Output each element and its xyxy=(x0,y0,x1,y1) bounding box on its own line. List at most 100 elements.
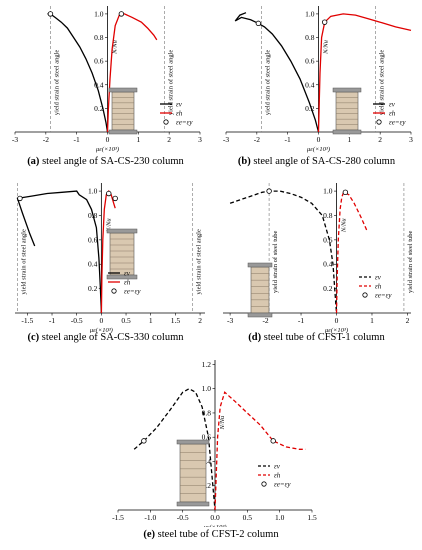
specimen-image xyxy=(108,87,138,135)
chart-panel-e: -1.5 -1.0 -0.5 0.0 0.5 1.0 1.5 0.2 0.4 0.6 0.8 1.0 1… xyxy=(100,352,322,527)
x-tick-label: 2 xyxy=(167,135,171,144)
yield-point-marker xyxy=(255,20,262,27)
legend-label: εh xyxy=(176,110,183,118)
y-axis-label: N/Nu xyxy=(112,39,119,54)
specimen-image xyxy=(247,262,273,318)
y-tick-label: 0.6 xyxy=(202,433,212,442)
caption-a: (a) steel angle of SA-CS-230 column xyxy=(27,156,184,167)
series-line xyxy=(234,12,320,133)
specimen-top-plate xyxy=(332,87,362,93)
yield-point-marker xyxy=(266,188,272,194)
x-tick-label: 0.0 xyxy=(210,513,220,522)
x-tick-label: -1.0 xyxy=(144,513,156,522)
x-tick-label: -2 xyxy=(262,316,268,325)
specimen-bottom-plate xyxy=(106,274,138,280)
legend-label: εv xyxy=(389,101,396,109)
x-tick-label: 1 xyxy=(149,316,153,325)
yield-point-marker xyxy=(47,11,54,17)
caption-d: (d) steel tube of CFST-1 column xyxy=(248,332,385,343)
chart-panel-c: -1.5 -1 -0.5 0 0.5 1 1.5 2 0.2 0.4 0.6 0.8 1.0 με(×10… xyxy=(0,175,211,333)
series-line xyxy=(214,391,306,511)
yield-annotation: yield strain of steel tube xyxy=(272,230,279,293)
yield-annotation: yield strain of steel angle xyxy=(264,50,271,115)
x-tick-label: 1 xyxy=(136,135,140,144)
yield-point-marker xyxy=(106,190,112,197)
series-line xyxy=(229,190,338,314)
x-tick-label: -3 xyxy=(223,135,229,144)
specimen-bottom-plate xyxy=(332,129,362,135)
x-tick-label: 1.5 xyxy=(307,513,317,522)
specimen-body xyxy=(179,443,207,503)
y-tick-label: 0.2 xyxy=(305,104,315,113)
x-tick-label: 2 xyxy=(406,316,410,325)
x-axis-label: με(×10³) xyxy=(90,327,113,333)
yield-annotation: yield strain of steel angle xyxy=(20,229,27,294)
x-tick-label: -1 xyxy=(74,135,80,144)
yield-point-marker xyxy=(321,19,328,25)
series-line xyxy=(100,189,116,314)
series-line xyxy=(317,13,412,133)
y-tick-label: 0.2 xyxy=(94,104,104,113)
specimen-bottom-plate xyxy=(247,312,273,318)
chart-panel-d: -3 -2 -1 0 1 2 0.2 0.4 0.6 0.8 1.0 με(×10³) N/Nu yiel… xyxy=(211,175,422,333)
x-tick-label: 1.5 xyxy=(171,316,181,325)
y-tick-label: 1.2 xyxy=(202,360,212,369)
x-tick-label: 3 xyxy=(198,135,202,144)
specimen-bottom-plate xyxy=(176,501,210,507)
chart-panel-a: -3 -2 -1 0 1 2 3 0.2 0.4 0.6 0.8 1.0 με(×10³) N/Nu yie… xyxy=(0,0,211,155)
chart-panel-b: -3 -2 -1 0 1 2 3 0.2 0.4 0.6 0.8 1.0 με(×10³) N/Nu yie… xyxy=(211,0,422,155)
x-axis-label: με(×10³) xyxy=(325,327,348,333)
x-tick-label: 1 xyxy=(370,316,374,325)
y-tick-label: 0.8 xyxy=(94,33,104,42)
specimen-top-plate xyxy=(106,228,138,234)
specimen-image xyxy=(332,87,362,135)
specimen-body xyxy=(109,232,135,276)
yield-point-marker xyxy=(17,195,23,202)
x-axis-label: με(×10³) xyxy=(204,524,227,527)
y-tick-label: 0.4 xyxy=(202,457,212,466)
chart-svg-c: -1.5 -1 -0.5 0 0.5 1 1.5 20.20.40.60.81.0με(×10… xyxy=(15,183,205,333)
x-tick-label: 0.5 xyxy=(121,316,131,325)
x-axis-label: με(×10³) xyxy=(307,146,330,153)
x-tick-label: -3 xyxy=(227,316,233,325)
legend-label: εv xyxy=(274,463,281,471)
x-tick-label: 2 xyxy=(198,316,202,325)
x-tick-label: 0 xyxy=(99,316,103,325)
y-tick-label: 0.8 xyxy=(323,211,333,220)
legend-label: εv xyxy=(375,274,382,282)
x-tick-label: -0.5 xyxy=(71,316,83,325)
legend-marker xyxy=(163,119,169,125)
legend-label: εh xyxy=(274,472,281,480)
specimen-top-plate xyxy=(108,87,138,93)
legend-label: εe=εy xyxy=(375,292,392,300)
yield-annotation: yield strain of steel angle xyxy=(196,229,203,294)
x-tick-label: -3 xyxy=(12,135,18,144)
x-tick-label: -1 xyxy=(49,316,55,325)
y-tick-label: 0.8 xyxy=(202,408,212,417)
y-tick-label: 0.4 xyxy=(305,80,315,89)
legend-label: εh xyxy=(375,283,382,291)
specimen-image xyxy=(176,439,210,507)
legend-label: εe=εy xyxy=(176,119,193,127)
legend-marker xyxy=(376,119,382,125)
x-tick-label: 0 xyxy=(106,135,110,144)
caption-b: (b) steel angle of SA-CS-280 column xyxy=(237,156,396,167)
x-tick-label: -0.5 xyxy=(177,513,189,522)
yield-point-marker xyxy=(118,11,125,17)
y-tick-label: 0.2 xyxy=(88,284,98,293)
chart-svg-b: -3 -2 -1 0 1 2 3 0.2 0.4 0.6 0.8 1.0 με(×10³) N/Nu yie… xyxy=(223,6,413,153)
y-tick-label: 1.0 xyxy=(323,187,333,196)
specimen-top-plate xyxy=(176,439,210,445)
caption-e: (e) steel tube of CFST-2 column xyxy=(143,529,279,540)
chart-svg-d: -3 -2 -1 0 1 2 0.2 0.4 0.6 0.8 1.0 με(×10³) N/Nu yiel… xyxy=(223,183,414,333)
x-tick-label: 3 xyxy=(409,135,413,144)
x-tick-label: -1 xyxy=(285,135,291,144)
y-axis-label: N/Nu xyxy=(323,39,330,54)
yield-point-marker xyxy=(112,195,118,202)
specimen-body xyxy=(250,266,270,314)
legend-marker xyxy=(261,481,267,487)
yield-annotation: yield strain of steel angle xyxy=(168,50,175,115)
caption-c: (c) steel angle of SA-CS-330 column xyxy=(27,332,184,343)
